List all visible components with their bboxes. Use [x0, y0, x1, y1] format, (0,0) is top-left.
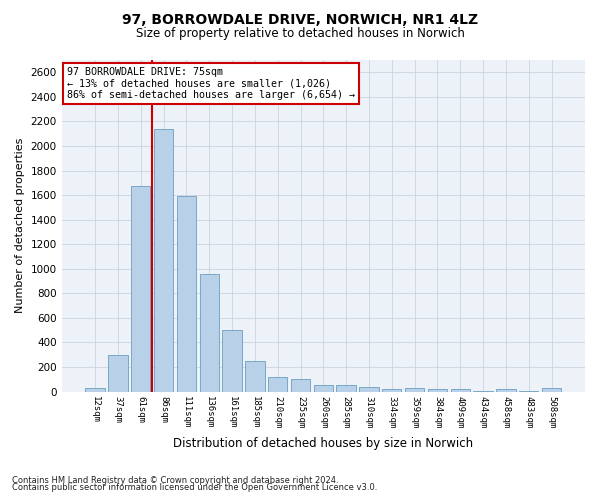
Bar — [177, 196, 196, 392]
Text: 97 BORROWDALE DRIVE: 75sqm
← 13% of detached houses are smaller (1,026)
86% of s: 97 BORROWDALE DRIVE: 75sqm ← 13% of deta… — [67, 66, 355, 100]
Bar — [473, 391, 493, 392]
Bar — [245, 361, 265, 392]
Bar — [200, 274, 219, 392]
Text: Contains HM Land Registry data © Crown copyright and database right 2024.: Contains HM Land Registry data © Crown c… — [12, 476, 338, 485]
Bar — [359, 388, 379, 392]
Bar — [496, 389, 515, 392]
Bar — [291, 380, 310, 392]
Bar — [451, 389, 470, 392]
Bar — [542, 388, 561, 392]
Bar — [519, 391, 538, 392]
Bar — [85, 388, 105, 392]
Bar — [337, 386, 356, 392]
Bar — [428, 389, 447, 392]
Text: Size of property relative to detached houses in Norwich: Size of property relative to detached ho… — [136, 28, 464, 40]
X-axis label: Distribution of detached houses by size in Norwich: Distribution of detached houses by size … — [173, 437, 473, 450]
Y-axis label: Number of detached properties: Number of detached properties — [15, 138, 25, 314]
Bar — [382, 389, 401, 392]
Bar — [131, 186, 151, 392]
Bar — [405, 388, 424, 392]
Bar — [223, 330, 242, 392]
Bar — [154, 129, 173, 392]
Bar — [108, 354, 128, 392]
Bar — [314, 386, 333, 392]
Text: Contains public sector information licensed under the Open Government Licence v3: Contains public sector information licen… — [12, 484, 377, 492]
Text: 97, BORROWDALE DRIVE, NORWICH, NR1 4LZ: 97, BORROWDALE DRIVE, NORWICH, NR1 4LZ — [122, 12, 478, 26]
Bar — [268, 377, 287, 392]
